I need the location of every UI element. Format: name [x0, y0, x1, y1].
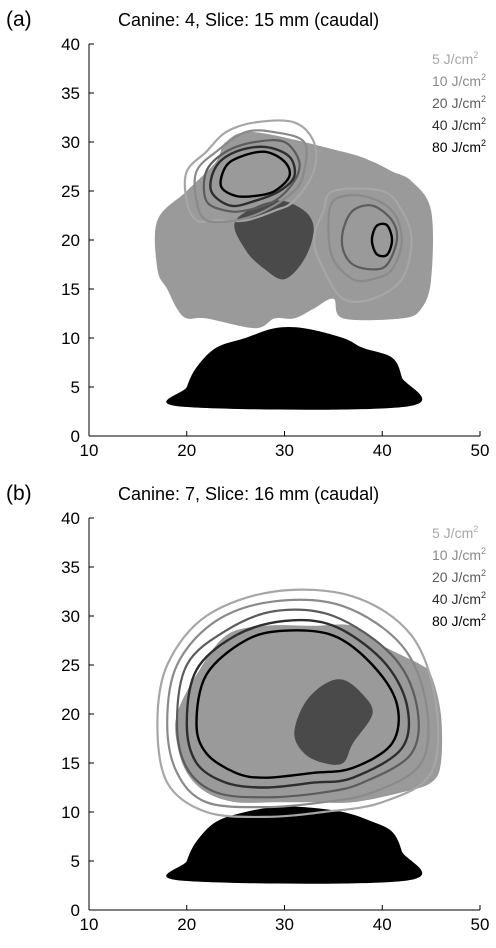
y-tick-label: 40 — [61, 35, 80, 54]
tumor-region — [234, 200, 314, 280]
x-tick-label: 30 — [275, 915, 294, 934]
legend-entry: 10 J/cm2 — [432, 546, 486, 563]
legend-entry: 5 J/cm2 — [432, 524, 478, 541]
legend-entry: 20 J/cm2 — [432, 94, 486, 111]
fluence-contour-10 — [166, 598, 430, 809]
x-tick-label: 20 — [177, 915, 196, 934]
x-tick-label: 10 — [80, 915, 99, 934]
y-tick-label: 20 — [61, 231, 80, 250]
y-tick-label: 20 — [61, 705, 80, 724]
y-tick-label: 5 — [71, 852, 80, 871]
y-tick-label: 40 — [61, 509, 80, 528]
panel-b: 0 5 10 15 20 25 30 35 40 10 20 30 40 50 5 J/cm2 10 J/cm… — [0, 474, 496, 948]
fluence-contour-5 — [183, 119, 318, 223]
legend-entry: 5 J/cm2 — [432, 50, 478, 67]
x-tick-label: 50 — [471, 441, 490, 460]
fluence-contour-20 — [340, 204, 399, 271]
x-tick-label: 40 — [373, 441, 392, 460]
y-tick-label: 10 — [61, 329, 80, 348]
legend-entry: 20 J/cm2 — [432, 568, 486, 585]
legend-entry: 80 J/cm2 — [432, 612, 486, 629]
fluence-contour-80 — [370, 222, 394, 258]
chart-b: 0 5 10 15 20 25 30 35 40 10 20 30 40 50 5 J/cm2 10 J/cm… — [61, 509, 490, 934]
chart-title-a: Canine: 4, Slice: 15 mm (caudal) — [118, 10, 380, 30]
legend-entry: 80 J/cm2 — [432, 138, 486, 155]
x-tick-label: 30 — [275, 441, 294, 460]
x-tick-label: 20 — [177, 441, 196, 460]
y-tick-label: 30 — [61, 133, 80, 152]
x-tick-label: 40 — [373, 915, 392, 934]
fluence-contour-40 — [185, 618, 411, 789]
legend-entry: 10 J/cm2 — [432, 72, 486, 89]
y-tick-label: 25 — [61, 182, 80, 201]
fluence-contour-20 — [202, 139, 301, 213]
fluence-contour-10 — [327, 194, 403, 283]
fluence-contour-10 — [193, 129, 308, 224]
legend-entry: 40 J/cm2 — [432, 590, 486, 607]
fluence-contour-20 — [175, 608, 420, 799]
panel-a: 0 5 10 15 20 25 30 35 40 10 20 30 40 50 5 J/cm2 10 J/cm… — [6, 8, 490, 460]
y-tick-label: 30 — [61, 607, 80, 626]
fluence-contour-5 — [156, 588, 440, 819]
fluence-contour-5 — [312, 187, 413, 303]
x-tick-label: 10 — [80, 441, 99, 460]
fluence-contour-40 — [209, 145, 297, 208]
fluence-contour-80 — [219, 150, 292, 199]
y-tick-label: 0 — [71, 901, 80, 920]
y-tick-label: 15 — [61, 754, 80, 773]
legend-entry: 40 J/cm2 — [432, 116, 486, 133]
y-tick-label: 35 — [61, 558, 80, 577]
y-tick-label: 35 — [61, 84, 80, 103]
base-region — [166, 327, 423, 410]
chart-a: 0 5 10 15 20 25 30 35 40 10 20 30 40 50 5 J/cm2 10 J/cm… — [61, 35, 490, 460]
y-tick-label: 25 — [61, 656, 80, 675]
base-region — [166, 806, 423, 884]
y-tick-label: 5 — [71, 378, 80, 397]
panel-label-a: (a) — [6, 8, 32, 31]
panel-label-b: (b) — [6, 482, 32, 505]
fluence-contour-80 — [195, 629, 400, 779]
y-tick-label: 0 — [71, 427, 80, 446]
chart-title-b: Canine: 7, Slice: 16 mm (caudal) — [118, 484, 380, 504]
y-tick-label: 15 — [61, 280, 80, 299]
x-tick-label: 50 — [471, 915, 490, 934]
y-tick-label: 10 — [61, 803, 80, 822]
tumor-region — [294, 679, 373, 765]
